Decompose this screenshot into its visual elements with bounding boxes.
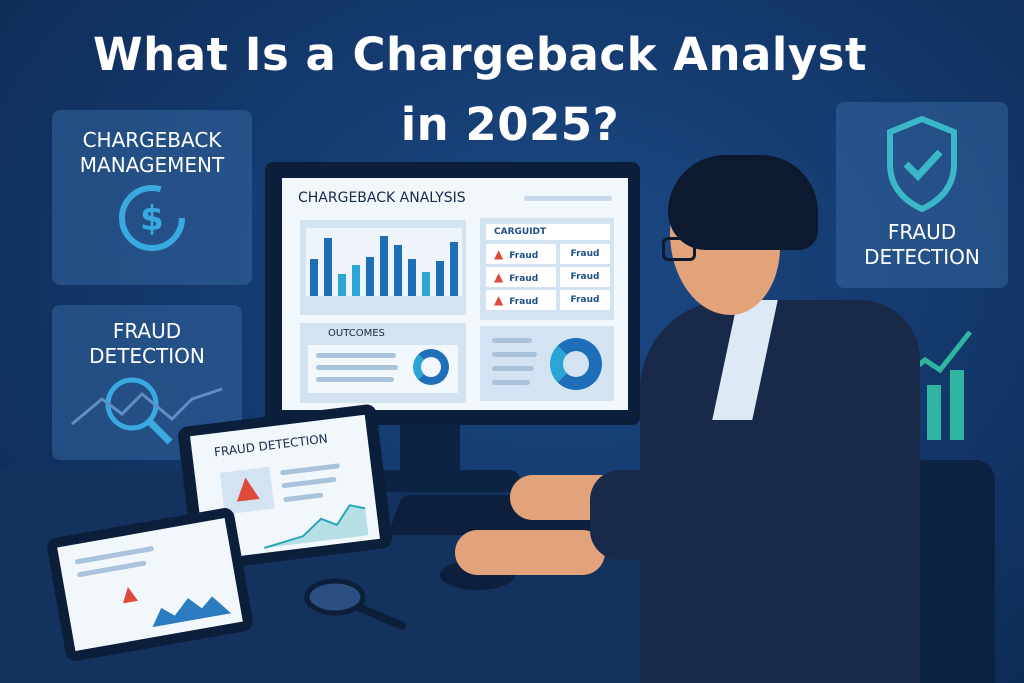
- chart-bar: [408, 258, 416, 296]
- trend-line-chart: [263, 504, 369, 549]
- outcomes-panel: OUTCOMES: [300, 323, 466, 403]
- title-line-1: What Is a Chargeback Analyst: [93, 28, 867, 81]
- donut-chart: [413, 349, 449, 385]
- donut-chart: [550, 338, 602, 390]
- fraud-cell: ▲ Fraud: [486, 244, 556, 264]
- monitor-base: [355, 470, 520, 492]
- warning-icon: ▲: [119, 579, 139, 606]
- hand-left: [455, 530, 605, 575]
- table-title: CARGUIDT: [486, 224, 610, 240]
- dashboard-heading: CHARGEBACK ANALYSIS: [298, 190, 466, 206]
- chart-bar: [436, 260, 444, 296]
- magnifier-network-icon: [71, 377, 223, 445]
- chart-bar: [394, 245, 402, 296]
- shield-check-icon: [887, 115, 957, 213]
- chart-bar: [338, 274, 346, 296]
- chart-bar: [366, 256, 374, 296]
- fraud-cell: Fraud: [560, 244, 610, 264]
- summary-panel: [480, 326, 614, 401]
- chargeback-management-card: CHARGEBACK MANAGEMENT $: [52, 110, 252, 285]
- dollar-cycle-icon: $: [119, 185, 185, 251]
- warning-icon: ▲: [494, 293, 504, 307]
- card-label: FRAUD DETECTION: [89, 319, 205, 368]
- warning-icon: ▲: [494, 270, 504, 284]
- fraud-table-panel: CARGUIDT ▲ Fraud Fraud ▲ Fraud Fraud ▲ Fraud Fra…: [480, 218, 614, 320]
- sleeve: [590, 470, 710, 560]
- fraud-detection-card-left: FRAUD DETECTION: [52, 305, 242, 460]
- chart-bar: [450, 241, 458, 296]
- warning-icon: ▲: [494, 247, 504, 261]
- chart-bar: [310, 258, 318, 296]
- title-line-2: in 2025?: [400, 98, 620, 151]
- fraud-cell: ▲ Fraud: [486, 290, 556, 310]
- magnifying-glass: [304, 578, 407, 631]
- monitor-stand: [400, 420, 460, 475]
- card-label: FRAUD DETECTION: [864, 220, 980, 269]
- chart-bar: [352, 265, 360, 296]
- chart-bar: [380, 236, 388, 296]
- card-label: CHARGEBACK MANAGEMENT: [79, 128, 225, 177]
- fraud-cell: Fraud: [560, 267, 610, 287]
- tablet: FRAUD DETECTION ▲: [176, 403, 394, 572]
- chart-bar: [324, 238, 332, 296]
- glasses: [662, 237, 696, 261]
- svg-text:$: $: [140, 199, 164, 239]
- fraud-cell: ▲ Fraud: [486, 267, 556, 287]
- monitor-screen: CHARGEBACK ANALYSIS CARGUIDT ▲ Fraud Fraud…: [282, 178, 628, 410]
- outcomes-label: OUTCOMES: [328, 328, 385, 339]
- person-hair: [668, 155, 818, 250]
- bar-chart-panel: [300, 220, 466, 315]
- chair: [905, 460, 995, 683]
- fraud-cell: Fraud: [560, 290, 610, 310]
- tablet-heading: FRAUD DETECTION: [213, 431, 329, 460]
- fraud-detection-card-right: FRAUD DETECTION: [836, 102, 1008, 288]
- chart-bar: [422, 272, 430, 296]
- warning-icon: ▲: [233, 468, 261, 506]
